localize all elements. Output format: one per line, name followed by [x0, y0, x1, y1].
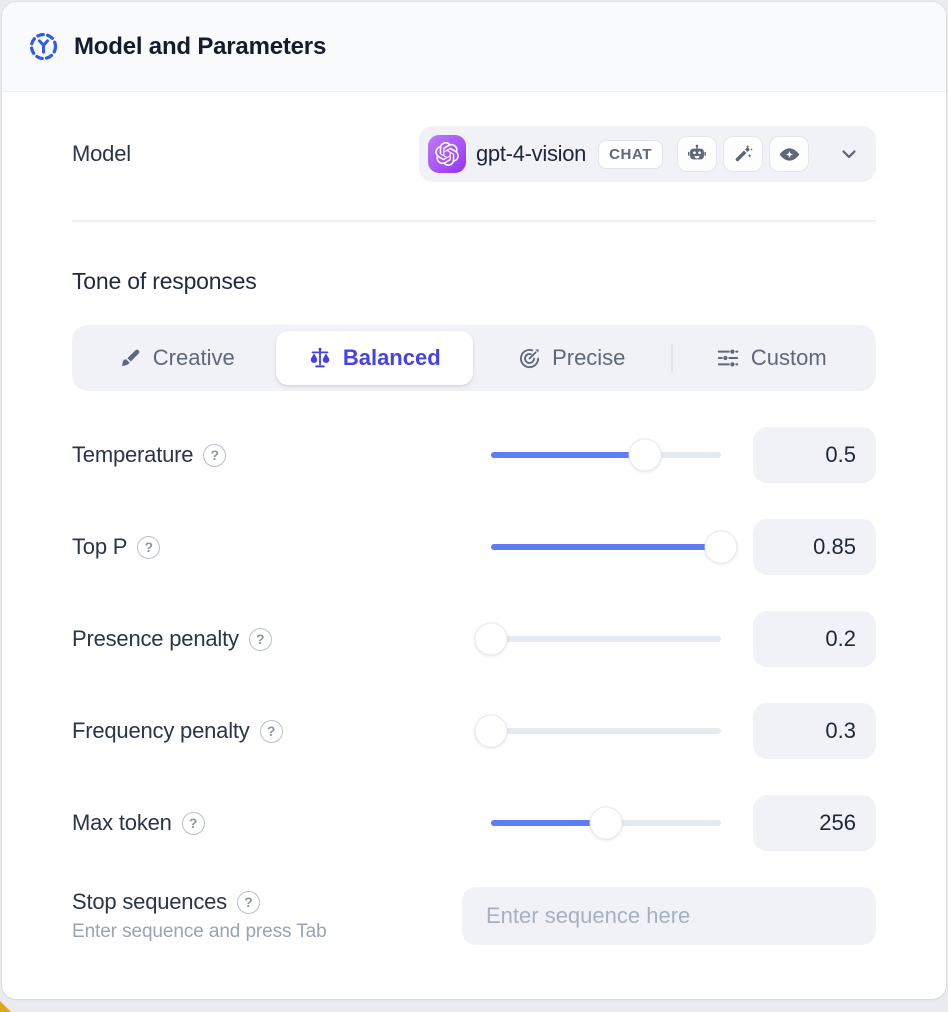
param-value[interactable]: 256	[753, 795, 876, 851]
param-row-presence-penalty: Presence penalty? 0.2	[72, 611, 876, 667]
tone-heading: Tone of responses	[72, 268, 257, 294]
chevron-down-icon	[838, 143, 860, 165]
stop-sequence-input[interactable]	[462, 887, 876, 945]
sliders-icon	[716, 346, 740, 370]
tone-segmented-control: Creative Balanced Precise Custom	[72, 325, 876, 391]
param-row-frequency-penalty: Frequency penalty? 0.3	[72, 703, 876, 759]
model-label: Model	[72, 141, 131, 166]
param-label: Top P	[72, 534, 128, 559]
param-slider[interactable]	[491, 438, 721, 472]
capability-badges	[677, 136, 810, 172]
help-icon[interactable]: ?	[203, 443, 227, 467]
help-icon[interactable]: ?	[259, 719, 283, 743]
section-divider	[72, 220, 876, 222]
param-label: Temperature	[72, 442, 194, 467]
help-icon[interactable]: ?	[137, 535, 161, 559]
panel-header: Model and Parameters	[2, 2, 946, 92]
segment-divider	[670, 343, 673, 373]
tone-option-label: Custom	[750, 345, 827, 370]
slider-handle[interactable]	[474, 622, 508, 656]
param-value[interactable]: 0.85	[753, 519, 876, 575]
model-select-dropdown[interactable]: gpt-4-vision CHAT	[419, 126, 876, 182]
param-row-max-token: Max token? 256	[72, 795, 876, 851]
parameter-rows: Temperature? 0.5 Top P? 0.85 Presence penalt…	[72, 427, 876, 851]
help-icon[interactable]: ?	[181, 811, 205, 835]
background-corner-accent	[0, 1001, 11, 1012]
param-slider[interactable]	[491, 806, 721, 840]
stop-sequences-labels: Stop sequences ? Enter sequence and pres…	[72, 889, 462, 943]
tone-option-balanced[interactable]: Balanced	[275, 331, 473, 385]
tone-option-label: Precise	[552, 345, 626, 370]
param-value[interactable]: 0.3	[753, 703, 876, 759]
panel-body: Model gpt-4-vision CHAT Tone of	[2, 126, 946, 985]
panel-title: Model and Parameters	[74, 32, 327, 60]
param-label: Presence penalty	[72, 626, 239, 651]
param-slider[interactable]	[474, 714, 721, 748]
brush-icon	[119, 347, 142, 370]
model-parameters-icon	[28, 31, 59, 62]
stop-sequences-helper: Enter sequence and press Tab	[72, 921, 327, 942]
slider-handle[interactable]	[474, 714, 508, 748]
scales-icon	[308, 346, 332, 370]
param-value[interactable]: 0.2	[753, 611, 876, 667]
param-slider[interactable]	[474, 622, 721, 656]
tone-option-precise[interactable]: Precise	[473, 331, 671, 385]
tone-option-label: Creative	[152, 345, 235, 370]
target-icon	[518, 347, 541, 370]
openai-logo	[428, 135, 466, 173]
chat-type-badge: CHAT	[598, 139, 664, 169]
vision-icon	[769, 136, 810, 172]
slider-handle[interactable]	[628, 438, 662, 472]
help-icon[interactable]: ?	[236, 890, 260, 914]
slider-handle[interactable]	[589, 806, 623, 840]
stop-sequences-label: Stop sequences	[72, 889, 227, 914]
magic-wand-icon	[723, 136, 764, 172]
param-label: Max token	[72, 810, 172, 835]
tone-option-custom[interactable]: Custom	[673, 331, 871, 385]
param-label: Frequency penalty	[72, 718, 250, 743]
stop-sequences-row: Stop sequences ? Enter sequence and pres…	[72, 887, 876, 985]
model-name: gpt-4-vision	[476, 141, 587, 166]
param-row-temperature: Temperature? 0.5	[72, 427, 876, 483]
param-slider[interactable]	[491, 530, 738, 564]
help-icon[interactable]: ?	[248, 627, 272, 651]
tone-option-label: Balanced	[342, 345, 441, 370]
slider-handle[interactable]	[704, 530, 738, 564]
tone-option-creative[interactable]: Creative	[78, 331, 276, 385]
param-row-top-p: Top P? 0.85	[72, 519, 876, 575]
robot-icon	[677, 136, 718, 172]
param-value[interactable]: 0.5	[753, 427, 876, 483]
model-row: Model gpt-4-vision CHAT	[72, 126, 876, 182]
